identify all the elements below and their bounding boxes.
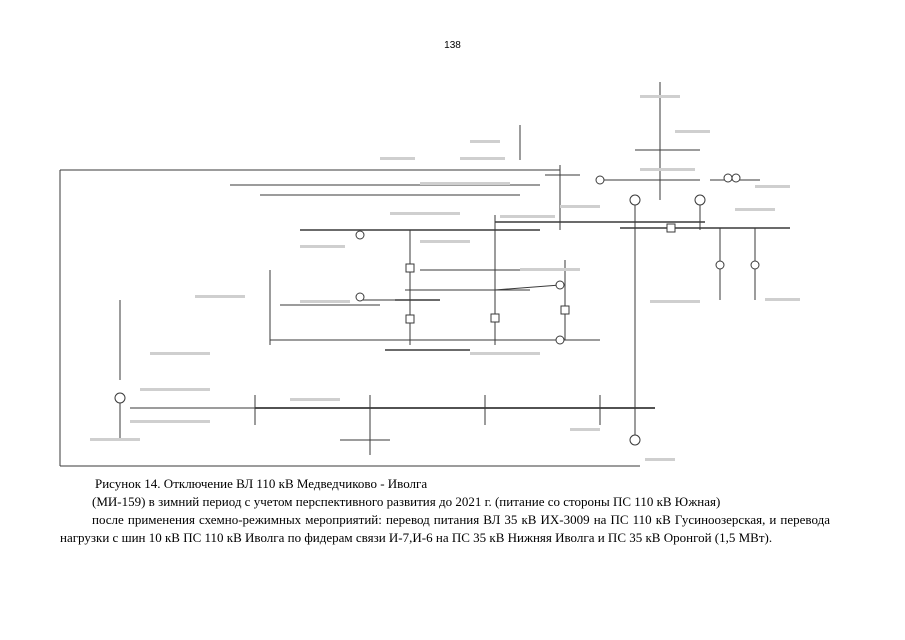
label-smudge	[520, 268, 580, 271]
label-smudge	[300, 300, 350, 303]
label-smudge	[290, 398, 340, 401]
transformer-symbol	[750, 260, 760, 270]
transformer-symbol	[355, 292, 365, 302]
feeder-line	[719, 228, 756, 300]
label-smudge	[130, 420, 210, 423]
label-smudge	[675, 130, 710, 133]
label-smudge	[645, 458, 675, 461]
transformer-symbol	[629, 434, 641, 446]
transformer-symbol	[629, 194, 641, 206]
label-smudge	[90, 438, 140, 441]
caption-title: Рисунок 14. Отключение ВЛ 110 кВ Медведч…	[95, 476, 428, 491]
feeder-line	[254, 395, 601, 455]
label-smudge	[650, 300, 700, 303]
label-smudge	[140, 388, 210, 391]
transformer-symbol	[694, 194, 706, 206]
transformer-symbol	[715, 260, 725, 270]
figure-caption: Рисунок 14. Отключение ВЛ 110 кВ Медведч…	[60, 475, 830, 547]
feeder-line	[545, 165, 580, 230]
breaker-symbol	[560, 305, 570, 315]
label-smudge	[195, 295, 245, 298]
label-smudge	[500, 215, 555, 218]
transformer-symbol	[555, 280, 565, 290]
label-smudge	[470, 140, 500, 143]
transformer-symbol	[595, 175, 605, 185]
transformer-symbol	[355, 230, 365, 240]
transformer-symbol	[555, 335, 565, 345]
label-smudge	[420, 182, 510, 185]
feeder-line	[635, 82, 700, 200]
transformer-symbol	[731, 173, 741, 183]
transformer-symbol	[114, 392, 126, 404]
power-grid-schematic	[59, 82, 800, 467]
label-smudge	[755, 185, 790, 188]
caption-line-2: (МИ-159) в зимний период с учетом перспе…	[92, 494, 721, 509]
label-smudge	[150, 352, 210, 355]
label-smudge	[570, 428, 600, 431]
feeder-line	[230, 184, 540, 196]
label-smudge	[735, 208, 775, 211]
label-smudge	[765, 298, 800, 301]
feeder-line	[405, 284, 561, 291]
label-smudge	[470, 352, 540, 355]
label-smudge	[460, 157, 505, 160]
caption-paragraph: после применения схемно-режимных меропри…	[60, 512, 830, 545]
label-smudge	[390, 212, 460, 215]
label-smudge	[560, 205, 600, 208]
breaker-symbol	[666, 223, 676, 233]
frame-line	[59, 169, 640, 467]
feeder-line	[409, 215, 566, 345]
label-smudge	[380, 157, 415, 160]
breaker-symbol	[405, 314, 415, 324]
label-smudge	[640, 95, 680, 98]
page-number: 138	[444, 40, 461, 51]
feeder-line	[280, 299, 395, 306]
label-smudge	[420, 240, 470, 243]
label-smudge	[300, 245, 345, 248]
label-smudge	[640, 168, 695, 171]
transformer-symbol	[723, 173, 733, 183]
breaker-symbol	[405, 263, 415, 273]
breaker-symbol	[490, 313, 500, 323]
